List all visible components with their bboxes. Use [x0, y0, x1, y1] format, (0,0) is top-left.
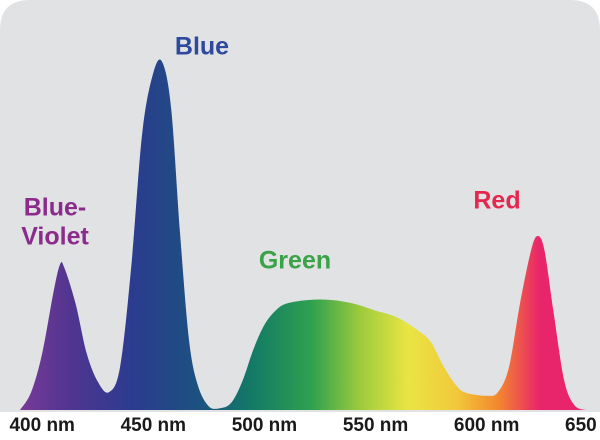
- annotation: Red: [473, 187, 520, 215]
- annotation: Violet: [21, 223, 89, 251]
- x-tick-label: 450 nm: [121, 415, 186, 436]
- x-tick-label: 550 nm: [343, 415, 408, 436]
- x-tick-label: 400 nm: [9, 415, 74, 436]
- x-tick-label: 600 nm: [454, 415, 519, 436]
- plot: [20, 59, 587, 411]
- spectrum-area: [20, 59, 587, 411]
- x-tick-label: 650 nm: [565, 415, 600, 436]
- annotation: Blue: [175, 33, 229, 61]
- annotation: Blue-: [24, 194, 87, 222]
- annotation: Green: [259, 247, 331, 275]
- x-tick-label: 500 nm: [232, 415, 297, 436]
